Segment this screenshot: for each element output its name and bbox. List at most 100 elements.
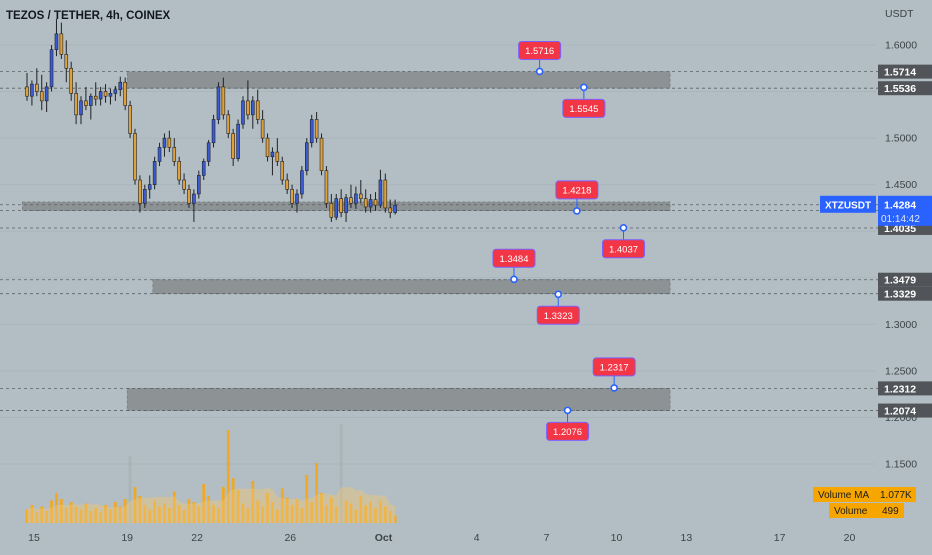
volume-bar	[315, 463, 318, 523]
annotation-label[interactable]	[592, 357, 636, 377]
annotation-anchor-dot[interactable]	[610, 384, 618, 392]
candle-up	[192, 193, 196, 204]
candle-up	[113, 89, 118, 94]
volume-bar	[45, 511, 48, 523]
candle-down	[373, 199, 378, 206]
annotation-label[interactable]	[546, 421, 590, 441]
candle-up	[147, 184, 152, 190]
candle-down	[226, 114, 231, 134]
volume-bar	[295, 499, 299, 523]
candle-up	[236, 123, 240, 159]
volume-bar	[266, 493, 269, 523]
volume-bar	[271, 502, 274, 523]
volume-bar	[329, 497, 333, 523]
candle-up	[162, 137, 167, 148]
price-axis-tag-text: 1.5536	[884, 83, 916, 95]
candle-down	[339, 198, 343, 213]
candle-up	[216, 86, 221, 120]
candle-up	[206, 142, 211, 162]
annotations-layer[interactable]: 1.5716 1.5545 1.4218 1.4037 1.3484 1.3323 1.23…	[492, 40, 645, 441]
candle-up	[49, 49, 54, 88]
price-axis-tag-text: 1.3479	[884, 275, 916, 287]
candle-up	[143, 189, 147, 204]
volume-ma-legend-value: 1.077K	[880, 490, 912, 501]
volume-bar	[300, 508, 304, 523]
candle-up	[368, 199, 373, 208]
annotation-label[interactable]	[555, 180, 599, 200]
price-axis-tick-label: 1.6000	[885, 40, 917, 52]
volume-bar	[60, 499, 63, 523]
volume-bar	[114, 502, 117, 523]
annotation-label[interactable]	[562, 98, 606, 118]
candle-down	[128, 105, 132, 134]
annotation-text: 1.3484	[499, 254, 528, 265]
candle-down	[260, 119, 265, 139]
volume-bar	[374, 508, 377, 523]
price-axis-tag-text: 1.5714	[884, 67, 916, 79]
annotation-label[interactable]	[601, 239, 645, 259]
volume-bar	[182, 509, 186, 523]
current-price-tag	[878, 195, 932, 226]
price-axis[interactable]: 1.60001.55001.50001.45001.40001.35001.30…	[820, 0, 932, 527]
volume-bar	[222, 487, 225, 523]
volume-bar	[207, 496, 210, 523]
volume-bar	[74, 506, 78, 523]
annotation-anchor-dot[interactable]	[573, 207, 581, 215]
candle-down	[138, 179, 142, 204]
annotation-label[interactable]	[518, 40, 562, 60]
annotation-anchor-dot[interactable]	[619, 223, 628, 232]
volume-bar	[64, 508, 68, 523]
candle-down	[177, 161, 181, 181]
candle-up	[211, 119, 216, 144]
price-axis-tag-text: 1.2312	[884, 383, 916, 395]
candle-down	[388, 207, 393, 213]
volume-bar	[236, 490, 240, 523]
volume-bar	[133, 487, 137, 523]
price-axis-tag	[878, 381, 932, 396]
volume-bar	[94, 508, 98, 523]
candle-down	[231, 133, 235, 159]
volume-bar	[349, 503, 353, 523]
volume-bar	[231, 478, 235, 523]
volume-legend-value-bg	[876, 503, 904, 518]
volume-bar	[84, 503, 88, 523]
candle-down	[324, 170, 329, 204]
annotation-anchor-dot[interactable]	[535, 67, 544, 76]
time-axis[interactable]: 15 19 22 26 Oct 4 7 10 13 17 20	[28, 532, 855, 544]
volume-bar	[379, 500, 382, 523]
annotation-anchor-dot[interactable]	[580, 83, 588, 92]
candle-down	[280, 161, 285, 181]
chart-title: TEZOS / TETHER, 4h, COINEX	[6, 10, 171, 22]
volume-bar	[202, 484, 206, 523]
annotation-label[interactable]	[492, 248, 536, 268]
annotation-text: 1.4218	[562, 185, 591, 196]
time-axis-tick-label: 19	[121, 532, 133, 544]
candle-down	[182, 179, 186, 190]
price-axis-tag	[878, 64, 932, 79]
candle-down	[172, 147, 177, 162]
annotation-anchor-dot[interactable]	[510, 275, 518, 284]
volume-bar	[35, 512, 39, 523]
time-axis-tick-label: 22	[191, 532, 203, 544]
time-axis-tick-label: 10	[611, 532, 623, 544]
volume-ma-legend-value-bg	[876, 487, 916, 502]
annotation-anchor-dot[interactable]	[563, 406, 572, 415]
candle-up	[152, 161, 157, 185]
annotation-label[interactable]	[536, 305, 580, 325]
grid-layer	[0, 44, 876, 465]
candle-down	[349, 197, 353, 204]
candle-up	[201, 161, 206, 176]
annotation-anchor-dot[interactable]	[554, 290, 563, 299]
volume-bar	[369, 502, 372, 523]
current-price-text: 1.4284	[884, 199, 916, 211]
candle-down	[123, 81, 127, 106]
volume-bar	[285, 497, 289, 523]
volume-bar	[364, 505, 368, 523]
candle-up	[79, 100, 83, 116]
candle-down	[64, 54, 69, 69]
time-axis-tick-label: 17	[774, 532, 786, 544]
candle-up	[270, 151, 275, 158]
volume-bar	[50, 500, 53, 523]
